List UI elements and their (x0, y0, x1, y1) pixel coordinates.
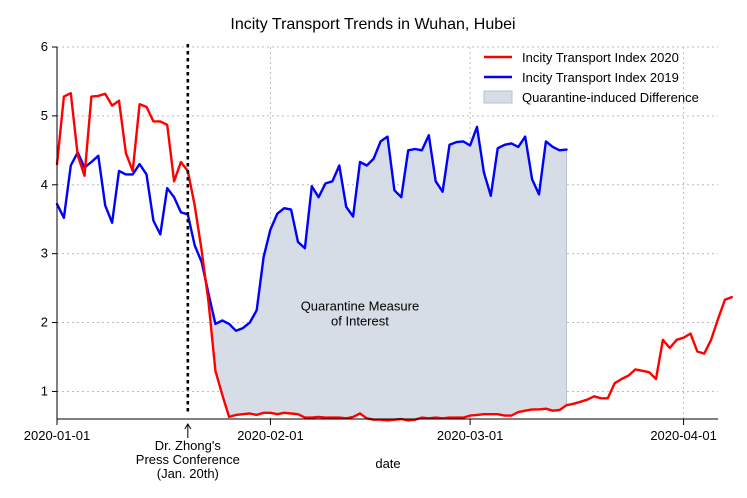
y-tick-label: 1 (41, 383, 48, 398)
x-axis-label: date (375, 456, 400, 471)
legend-label: Quarantine-induced Difference (522, 90, 699, 105)
quarantine-measure-label: of Interest (331, 314, 389, 329)
quarantine-measure-label: Quarantine Measure (301, 299, 420, 314)
press-conference-label: (Jan. 20th) (157, 466, 219, 481)
legend-label: Incity Transport Index 2020 (522, 50, 679, 65)
press-conference-label: Dr. Zhong's (155, 438, 222, 453)
x-tick-label: 2020-04-01 (650, 428, 717, 443)
legend: Incity Transport Index 2020 Incity Transp… (483, 50, 699, 105)
press-conference-label: Press Conference (136, 452, 240, 467)
series-line-2019 (55, 125, 568, 332)
chart-title: Incity Transport Trends in Wuhan, Hubei (230, 16, 515, 33)
x-tick-label: 2020-02-01 (237, 428, 304, 443)
y-tick-label: 2 (41, 315, 48, 330)
y-tick-label: 4 (41, 177, 48, 192)
y-tick-label: 6 (41, 39, 48, 54)
legend-swatch-area (483, 90, 513, 104)
y-tick-label: 5 (41, 108, 48, 123)
legend-label: Incity Transport Index 2019 (522, 70, 679, 85)
series-line-2020 (55, 91, 733, 422)
x-tick-label: 2020-03-01 (437, 428, 504, 443)
series-lines (55, 91, 733, 422)
axes: 1 2 3 4 5 6 2020-01-01 2020-02-01 2020-03-01 2020… (24, 39, 718, 443)
y-tick-label: 3 (41, 246, 48, 261)
x-tick-label: 2020-01-01 (24, 428, 91, 443)
press-conference-arrowhead (184, 423, 192, 430)
